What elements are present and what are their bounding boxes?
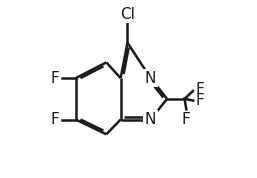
Text: F: F (196, 93, 205, 108)
Text: F: F (50, 71, 59, 86)
Text: N: N (145, 71, 156, 86)
Text: Cl: Cl (120, 7, 135, 22)
Text: N: N (145, 112, 156, 127)
Text: F: F (195, 82, 204, 97)
Text: F: F (182, 112, 191, 127)
Text: F: F (50, 112, 59, 127)
